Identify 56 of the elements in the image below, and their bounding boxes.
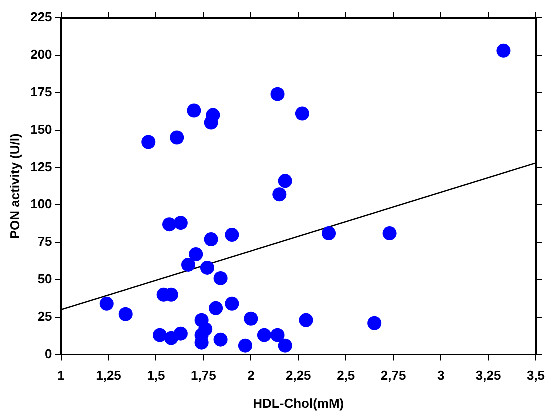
- point: [100, 296, 114, 311]
- point: [142, 135, 156, 150]
- y-tick-label: 100: [30, 196, 52, 212]
- point: [299, 313, 314, 328]
- point: [295, 106, 310, 121]
- y-tick-label: 200: [30, 47, 52, 62]
- point: [270, 328, 285, 342]
- point: [257, 328, 272, 342]
- point: [368, 316, 382, 330]
- y-tick-label: 125: [30, 159, 52, 174]
- point: [204, 232, 218, 247]
- x-tick-label: 2,5: [337, 368, 356, 384]
- x-tick-label: 1: [58, 368, 65, 384]
- x-tick-label: 1,25: [96, 368, 122, 384]
- point: [278, 174, 292, 188]
- point: [244, 312, 258, 326]
- point: [174, 326, 188, 341]
- x-tick-label: 2,25: [286, 368, 312, 384]
- point: [238, 338, 252, 353]
- y-tick-label: 150: [30, 122, 52, 137]
- point: [182, 258, 196, 272]
- x-tick-label: 1,5: [147, 368, 166, 384]
- point: [170, 130, 184, 145]
- point: [118, 307, 133, 322]
- y-tick-label: 25: [38, 308, 52, 324]
- point: [187, 104, 202, 118]
- point: [225, 228, 240, 242]
- point: [153, 328, 168, 342]
- y-axis-title: PON activity (U/l): [7, 134, 22, 240]
- x-tick-label: 2: [248, 368, 255, 384]
- point: [382, 226, 397, 241]
- y-tick-label: 75: [38, 234, 52, 250]
- point: [272, 188, 287, 202]
- x-tick-label: 3,25: [476, 368, 502, 384]
- y-tick-label: 175: [30, 84, 52, 100]
- point: [278, 338, 292, 353]
- x-tick-label: 2,75: [380, 368, 406, 384]
- y-tick-label: 225: [30, 10, 52, 25]
- point: [270, 87, 285, 102]
- point: [204, 116, 218, 130]
- point: [214, 332, 228, 347]
- point: [174, 216, 188, 230]
- y-tick-label: 0: [45, 346, 52, 362]
- point: [214, 271, 228, 286]
- x-tick-label: 3,5: [526, 368, 546, 384]
- y-tick-label: 50: [38, 272, 52, 287]
- x-tick-label: 1,75: [191, 368, 216, 384]
- point: [496, 44, 511, 58]
- x-tick-label: 3: [437, 368, 445, 384]
- point: [162, 218, 177, 232]
- point: [225, 296, 240, 311]
- point: [200, 260, 214, 275]
- point: [189, 248, 204, 262]
- point: [209, 301, 224, 316]
- x-axis-title: HDL-Chol(mM): [253, 396, 344, 411]
- point: [322, 226, 336, 241]
